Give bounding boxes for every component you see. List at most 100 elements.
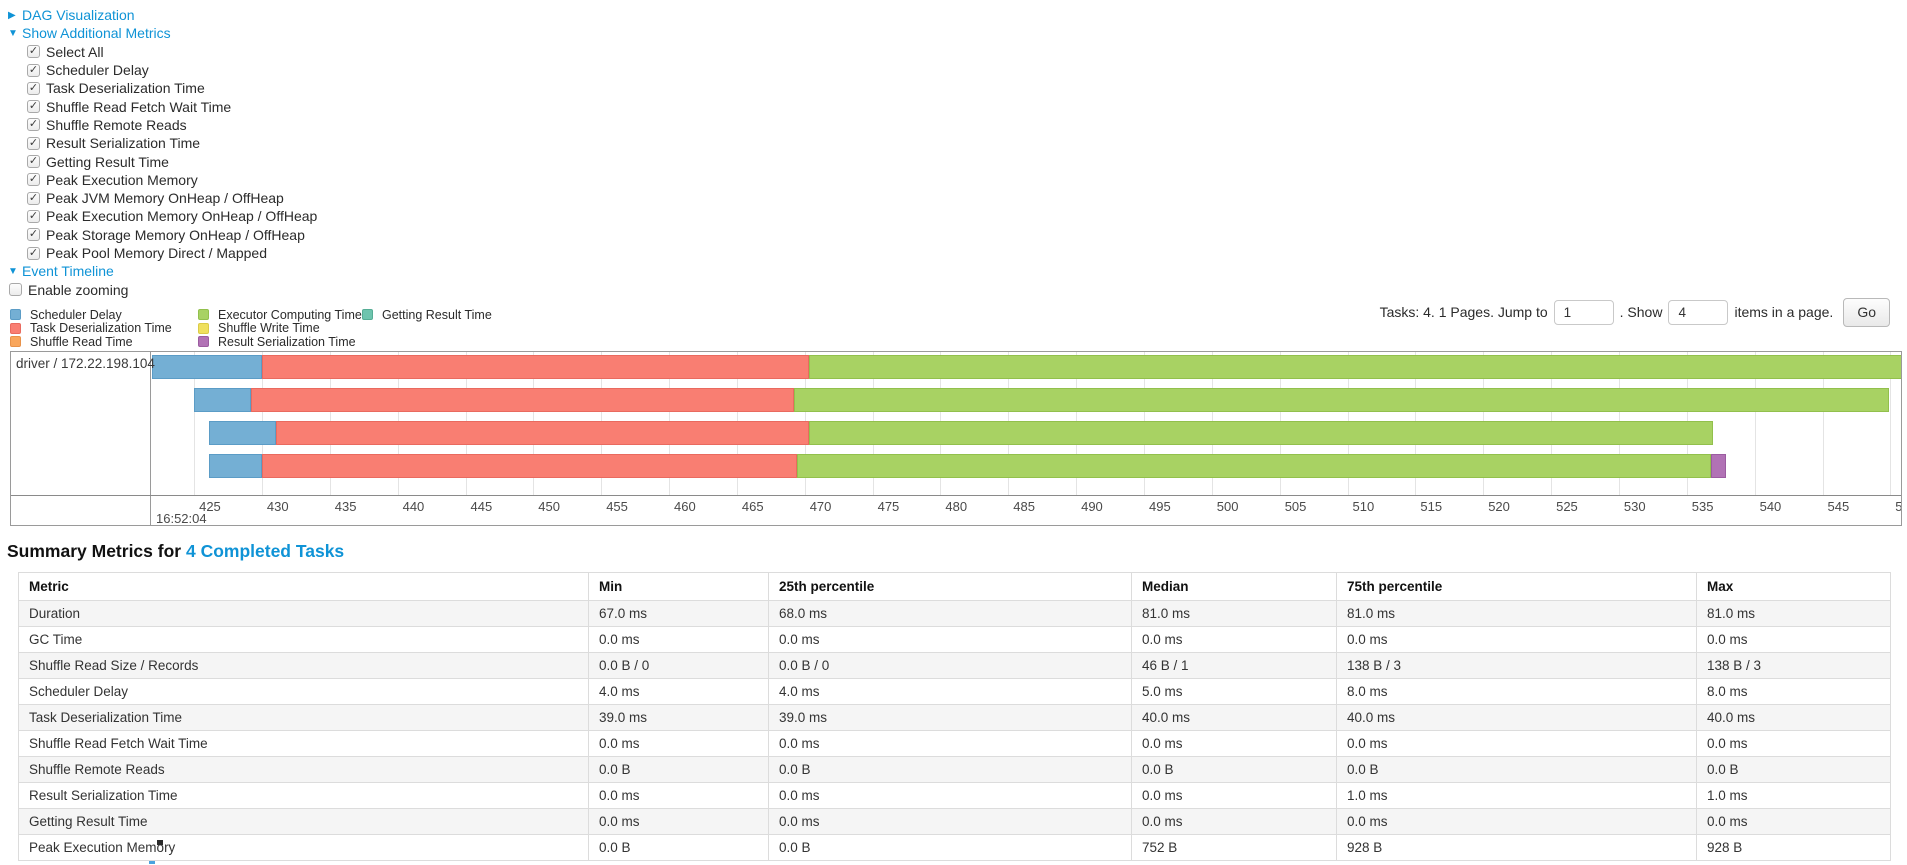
- summary-value-cell: 0.0 ms: [768, 626, 1132, 653]
- metric-checkbox[interactable]: ✓: [27, 100, 40, 114]
- metric-checkbox[interactable]: ✓: [27, 118, 40, 132]
- metric-checkbox[interactable]: ✓: [27, 246, 40, 260]
- task-pagination-bar: Tasks: 4. 1 Pages. Jump to . Show items …: [1380, 296, 1890, 328]
- summary-column-header: Max: [1696, 572, 1891, 601]
- timeline-tick-label: 545: [1827, 499, 1850, 514]
- summary-value-cell: 0.0 ms: [588, 782, 769, 809]
- timeline-tick-label: 430: [266, 499, 289, 514]
- summary-title-prefix: Summary Metrics for: [7, 541, 182, 561]
- result-serialization-segment: [1711, 454, 1727, 478]
- metric-checkbox-row: ✓ Getting Result Time: [8, 152, 317, 170]
- items-per-page-input[interactable]: [1668, 299, 1729, 325]
- timeline-tick-label: 445: [470, 499, 493, 514]
- summary-value-cell: 0.0 ms: [1131, 808, 1337, 835]
- summary-value-cell: 138 B / 3: [1336, 652, 1697, 679]
- event-timeline-label: Event Timeline: [22, 263, 114, 280]
- timeline-tick-label: 520: [1488, 499, 1510, 514]
- timeline-tick-label: 435: [334, 499, 357, 514]
- legend-item-label: Scheduler Delay: [30, 307, 122, 322]
- caret-right-icon: ▶: [8, 9, 16, 21]
- timeline-group-column: driver / 172.22.198.104: [11, 352, 155, 525]
- metric-checkbox-row: ✓ Peak Execution Memory OnHeap / OffHeap: [8, 207, 317, 225]
- metric-checkbox-list: ✓ Select All ✓ Scheduler Delay ✓ Task Deseria…: [8, 43, 317, 263]
- summary-column-header: 25th percentile: [768, 572, 1132, 601]
- metric-checkbox[interactable]: ✓: [27, 45, 40, 59]
- metric-checkbox[interactable]: ✓: [27, 136, 40, 150]
- metric-checkbox[interactable]: ✓: [27, 81, 40, 95]
- summary-metric-name-cell: Shuffle Read Size / Records: [18, 652, 589, 679]
- metric-checkbox[interactable]: ✓: [27, 63, 40, 77]
- completed-tasks-link[interactable]: 4 Completed Tasks: [185, 541, 345, 561]
- timeline-tick-label: 530: [1623, 499, 1646, 514]
- summary-metrics-table: Metric Min 25th percentile Median 75th perce…: [18, 572, 1891, 861]
- scheduler-delay-swatch-icon: [10, 309, 21, 321]
- timeline-task-bar: [11, 388, 1901, 412]
- metric-checkbox[interactable]: ✓: [27, 191, 40, 205]
- summary-value-cell: 752 B: [1131, 834, 1337, 861]
- legend-item: Executor Computing Time: [198, 308, 362, 322]
- go-button[interactable]: Go: [1843, 297, 1890, 327]
- metric-checkbox-label: Shuffle Remote Reads: [46, 116, 187, 133]
- jump-to-page-input[interactable]: [1553, 299, 1614, 325]
- task-deserialization-segment: [275, 421, 809, 445]
- metric-checkbox[interactable]: ✓: [27, 228, 40, 242]
- metric-checkbox[interactable]: ✓: [27, 209, 40, 223]
- summary-value-cell: 46 B / 1: [1131, 652, 1337, 679]
- summary-value-cell: 0.0 ms: [768, 808, 1132, 835]
- metric-checkbox-label: Select All: [46, 43, 104, 60]
- event-timeline-toggle[interactable]: ▼ Event Timeline: [8, 262, 317, 280]
- executor-computing-swatch-icon: [198, 309, 209, 321]
- summary-value-cell: 0.0 ms: [1696, 730, 1891, 757]
- summary-value-cell: 4.0 ms: [588, 678, 769, 705]
- legend-item: Getting Result Time: [362, 308, 492, 322]
- summary-value-cell: 81.0 ms: [1336, 600, 1697, 627]
- summary-table-row: Result Serialization Time 0.0 ms 0.0 ms 0.0…: [18, 782, 1891, 809]
- metric-checkbox-label: Peak Execution Memory: [46, 171, 198, 188]
- summary-table-row: Task Deserialization Time 39.0 ms 39.0 ms 4…: [18, 704, 1891, 731]
- summary-value-cell: 0.0 B: [1336, 756, 1697, 783]
- metric-checkbox[interactable]: ✓: [27, 155, 40, 169]
- timeline-tick-label: 525: [1556, 499, 1578, 514]
- summary-metric-name-cell: GC Time: [18, 626, 589, 653]
- timeline-major-tick-label: 16:52:04: [156, 511, 207, 526]
- summary-value-cell: 928 B: [1336, 834, 1697, 861]
- task-deserialization-segment: [261, 454, 797, 478]
- executor-computing-segment: [793, 388, 1889, 412]
- metric-checkbox-row: ✓ Select All: [8, 43, 317, 61]
- summary-metrics-title: Summary Metrics for 4 Completed Tasks: [7, 541, 344, 562]
- timeline-tick-label: 540: [1759, 499, 1782, 514]
- summary-value-cell: 0.0 B: [1131, 756, 1337, 783]
- summary-table-row: Scheduler Delay 4.0 ms 4.0 ms 5.0 ms 8.0 ms 8…: [18, 678, 1891, 705]
- legend-item-label: Shuffle Write Time: [218, 321, 320, 336]
- scheduler-delay-segment: [194, 388, 252, 412]
- summary-value-cell: 39.0 ms: [588, 704, 769, 731]
- summary-table-row: Shuffle Read Fetch Wait Time 0.0 ms 0.0 ms…: [18, 730, 1891, 757]
- summary-value-cell: 68.0 ms: [768, 600, 1132, 627]
- summary-value-cell: 928 B: [1696, 834, 1891, 861]
- summary-value-cell: 5.0 ms: [1131, 678, 1337, 705]
- summary-value-cell: 4.0 ms: [768, 678, 1132, 705]
- timeline-tick-label: 470: [809, 499, 832, 514]
- summary-value-cell: 138 B / 3: [1696, 652, 1891, 679]
- metric-checkbox[interactable]: ✓: [27, 173, 40, 187]
- summary-table-row: GC Time 0.0 ms 0.0 ms 0.0 ms 0.0 ms 0.0 ms: [18, 626, 1891, 653]
- metric-checkbox-row: ✓ Peak Pool Memory Direct / Mapped: [8, 244, 317, 262]
- legend-item-label: Executor Computing Time: [218, 307, 362, 322]
- summary-value-cell: 0.0 B: [768, 756, 1132, 783]
- timeline-tick-label: 440: [402, 499, 425, 514]
- summary-metric-name-cell: Shuffle Remote Reads: [18, 756, 589, 783]
- scheduler-delay-segment: [152, 355, 262, 379]
- scheduler-delay-segment: [209, 421, 276, 445]
- show-additional-metrics-toggle[interactable]: ▼ Show Additional Metrics: [8, 24, 317, 42]
- enable-zooming-checkbox[interactable]: [9, 283, 22, 297]
- getting-result-swatch-icon: [362, 309, 373, 321]
- metric-checkbox-label: Getting Result Time: [46, 153, 169, 170]
- summary-table-row: Peak Execution Memory 0.0 B 0.0 B 752 B 928 …: [18, 834, 1891, 861]
- timeline-tick-label: 535: [1691, 499, 1714, 514]
- metric-checkbox-row: ✓ Task Deserialization Time: [8, 79, 317, 97]
- legend-item-label: Result Serialization Time: [218, 334, 356, 349]
- dag-visualization-toggle[interactable]: ▶ DAG Visualization: [8, 6, 317, 24]
- legend-item-label: Getting Result Time: [382, 307, 492, 322]
- task-deserialization-segment: [261, 355, 809, 379]
